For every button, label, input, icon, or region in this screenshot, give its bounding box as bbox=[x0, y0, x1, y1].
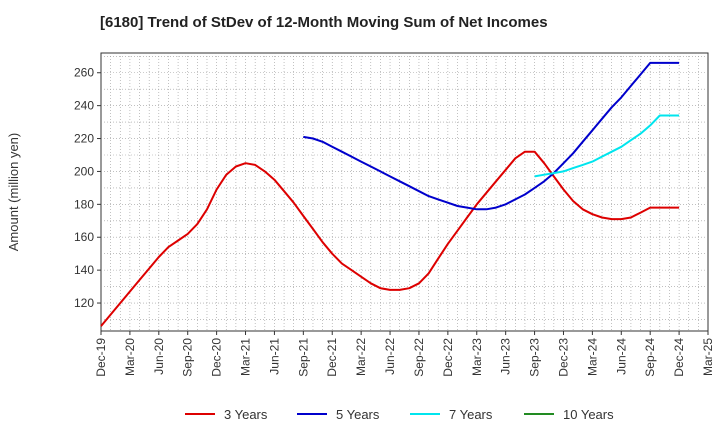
x-tick-label: Jun-23 bbox=[499, 338, 513, 375]
x-tick-label: Sep-22 bbox=[412, 338, 426, 377]
x-tick-label: Mar-21 bbox=[239, 338, 253, 376]
legend-label: 7 Years bbox=[449, 407, 493, 422]
x-tick-label: Mar-24 bbox=[585, 338, 599, 376]
legend: 3 Years 5 Years 7 Years 10 Years bbox=[185, 407, 614, 422]
y-tick-label: 120 bbox=[74, 296, 94, 310]
y-tick-label: 240 bbox=[74, 99, 94, 113]
x-tick-label: Mar-23 bbox=[470, 338, 484, 376]
legend-label: 10 Years bbox=[563, 407, 614, 422]
x-tick-label: Mar-25 bbox=[701, 338, 715, 376]
y-tick-label: 140 bbox=[74, 263, 94, 277]
x-tick-label: Sep-20 bbox=[181, 338, 195, 377]
series-line bbox=[534, 114, 680, 178]
x-tick-label: Sep-21 bbox=[296, 338, 310, 377]
legend-label: 5 Years bbox=[336, 407, 380, 422]
x-tick-label: Jun-20 bbox=[152, 338, 166, 375]
x-tick-label: Dec-19 bbox=[94, 338, 108, 377]
x-tick-label: Dec-23 bbox=[556, 338, 570, 377]
grid bbox=[101, 53, 708, 331]
series-lines bbox=[100, 61, 680, 327]
x-tick-label: Dec-22 bbox=[441, 338, 455, 377]
legend-label: 3 Years bbox=[224, 407, 268, 422]
y-axis: 120 140 160 180 200 220 240 260 bbox=[74, 66, 101, 310]
x-tick-label: Jun-24 bbox=[614, 338, 628, 375]
x-tick-label: Mar-20 bbox=[123, 338, 137, 376]
x-tick-label: Sep-24 bbox=[643, 338, 657, 377]
x-tick-label: Dec-21 bbox=[325, 338, 339, 377]
y-tick-label: 260 bbox=[74, 66, 94, 80]
y-axis-label: Amount (million yen) bbox=[6, 133, 21, 252]
y-tick-label: 200 bbox=[74, 164, 94, 178]
series-line bbox=[303, 61, 680, 211]
x-tick-label: Dec-20 bbox=[210, 338, 224, 377]
x-tick-label: Mar-22 bbox=[354, 338, 368, 376]
x-axis: Dec-19 Mar-20 Jun-20 Sep-20 Dec-20 Mar-21 Jun-… bbox=[94, 331, 715, 377]
y-tick-label: 160 bbox=[74, 230, 94, 244]
series-line bbox=[100, 150, 680, 327]
y-tick-label: 180 bbox=[74, 197, 94, 211]
chart-title: [6180] Trend of StDev of 12-Month Moving… bbox=[100, 14, 548, 31]
x-tick-label: Jun-21 bbox=[267, 338, 281, 375]
x-tick-label: Dec-24 bbox=[672, 338, 686, 377]
x-tick-label: Jun-22 bbox=[383, 338, 397, 375]
y-tick-label: 220 bbox=[74, 132, 94, 146]
plot-area bbox=[100, 52, 709, 332]
x-tick-label: Sep-23 bbox=[528, 338, 542, 377]
